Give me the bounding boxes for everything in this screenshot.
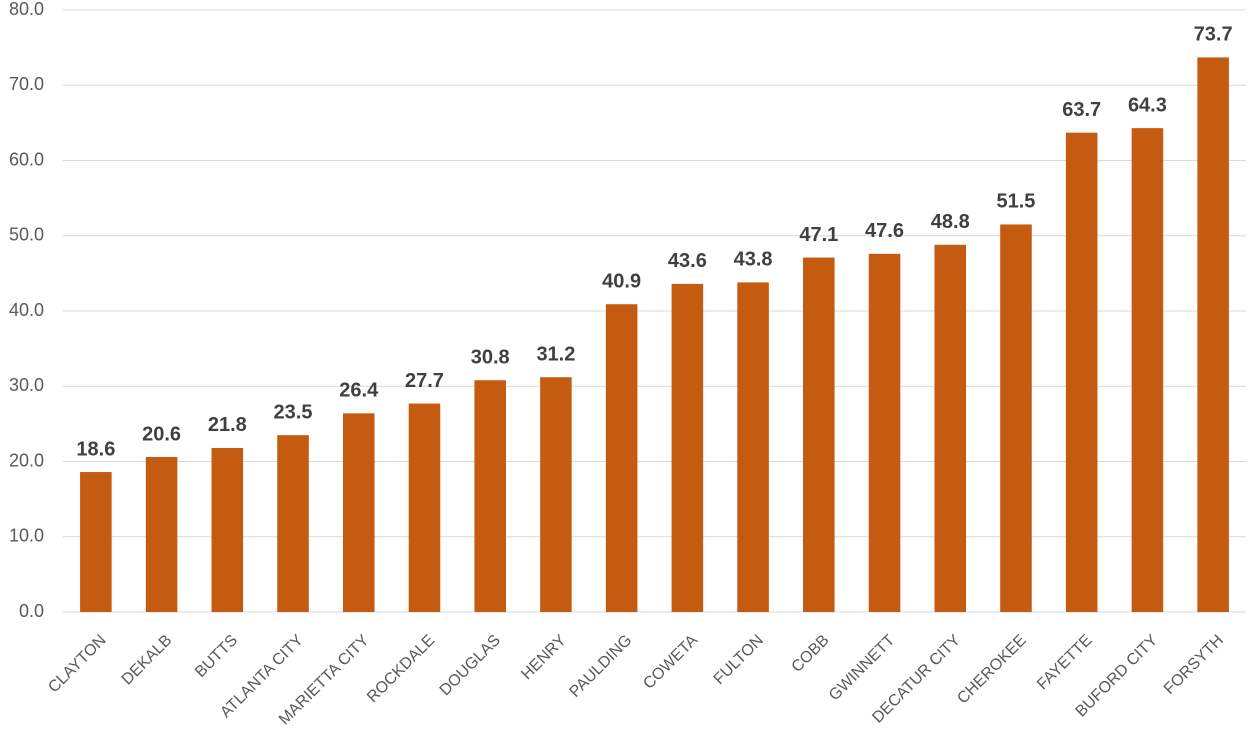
x-tick-label: FORSYTH [1161,632,1227,698]
data-label: 51.5 [997,191,1036,213]
bar [474,380,506,612]
x-tick-label: BUTTS [192,632,241,681]
data-label: 43.6 [668,250,707,272]
bar [671,283,704,612]
bar [342,413,375,612]
bar [540,377,572,612]
x-tick-label: PAULDING [566,632,635,701]
x-tick-label: FAYETTE [1034,632,1095,693]
y-tick-label: 20.0 [9,450,44,470]
data-label: 21.8 [208,414,247,436]
data-label: 64.3 [1128,94,1167,116]
bar [1065,132,1098,612]
y-tick-label: 50.0 [9,225,44,245]
bar [408,403,441,612]
data-label: 48.8 [931,211,970,233]
x-tick-label: DOUGLAS [437,632,504,699]
bar [1131,128,1164,612]
y-tick-label: 80.0 [9,0,44,19]
bar [934,244,967,612]
data-label: 26.4 [339,380,379,402]
x-tick-label: COWETA [640,632,701,693]
data-label: 30.8 [471,347,510,369]
x-tick-label: ROCKDALE [364,632,438,706]
y-tick-label: 70.0 [9,74,44,94]
y-tick-label: 0.0 [19,601,44,621]
data-label: 63.7 [1062,99,1101,121]
data-label: 23.5 [274,401,313,423]
x-tick-label: CLAYTON [45,632,109,696]
bar [737,282,769,612]
data-label: 18.6 [76,438,115,460]
bar [605,304,638,612]
x-tick-label: COBB [789,632,833,676]
bar [145,456,178,612]
data-label: 47.6 [865,220,904,242]
y-tick-label: 10.0 [9,526,44,546]
data-label: 40.9 [602,271,641,293]
bar [277,435,309,612]
data-label: 27.7 [405,370,444,392]
data-label: 47.1 [799,224,838,246]
x-tick-label: FULTON [711,632,767,688]
bar [868,253,901,612]
y-tick-label: 40.0 [9,300,44,320]
data-label: 43.8 [734,249,773,271]
bar [1197,57,1229,613]
x-tick-label: CHEROKEE [954,632,1030,708]
y-tick-label: 60.0 [9,149,44,169]
bar [1000,224,1032,612]
x-tick-label: GWINNETT [826,632,899,705]
data-label: 73.7 [1194,24,1233,46]
data-label: 20.6 [142,423,181,445]
bar [80,472,112,612]
x-tick-label: HENRY [518,632,570,684]
bar [211,447,244,612]
bar [803,257,835,612]
data-label: 31.2 [536,344,575,366]
x-tick-label: DEKALB [119,632,176,689]
y-tick-label: 30.0 [9,375,44,395]
